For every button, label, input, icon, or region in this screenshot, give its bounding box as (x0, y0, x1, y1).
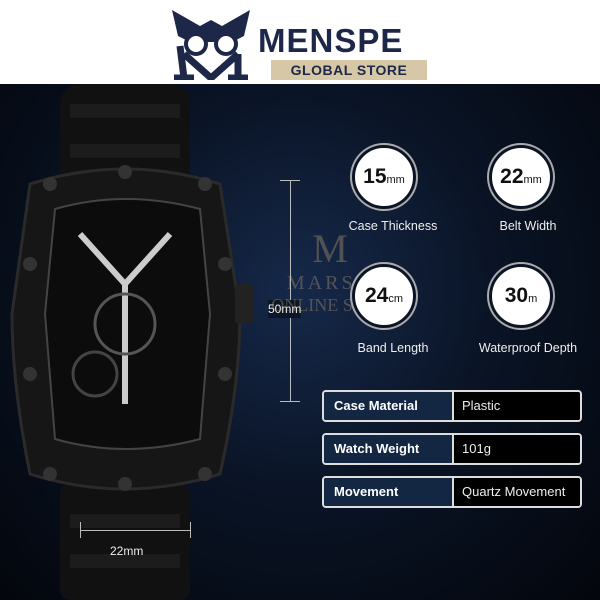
width-dimension-cap-left (80, 522, 81, 538)
spec-row-movement: Movement Quartz Movement (322, 476, 582, 508)
case-thickness-circle: 15mm (355, 148, 413, 206)
spec-row-watch-weight: Watch Weight 101g (322, 433, 582, 465)
width-dimension-label: 22mm (110, 544, 144, 558)
width-dimension-cap-right (190, 522, 191, 538)
spec-row-case-material: Case Material Plastic (322, 390, 582, 422)
owl-logo-icon (172, 10, 250, 80)
waterproof-depth-circle: 30m (492, 267, 550, 325)
band-length-label: Band Length (357, 341, 429, 355)
band-length-circle: 24cm (355, 267, 413, 325)
belt-width-circle: 22mm (492, 148, 550, 206)
height-dimension-cap-top (280, 180, 300, 181)
belt-width-label: Belt Width (499, 219, 557, 233)
waterproof-depth-label: Waterproof Depth (478, 341, 578, 355)
store-badge: GLOBAL STORE (271, 60, 427, 80)
height-dimension-label: 50mm (268, 300, 302, 318)
height-dimension-line (290, 180, 291, 402)
header: MENSPE GLOBAL STORE (0, 0, 600, 84)
height-dimension-cap-bottom (280, 401, 300, 402)
case-thickness-label: Case Thickness (348, 219, 438, 233)
width-dimension-line (80, 530, 190, 531)
brand-name: MENSPE (258, 22, 404, 59)
watch-image (10, 84, 253, 600)
